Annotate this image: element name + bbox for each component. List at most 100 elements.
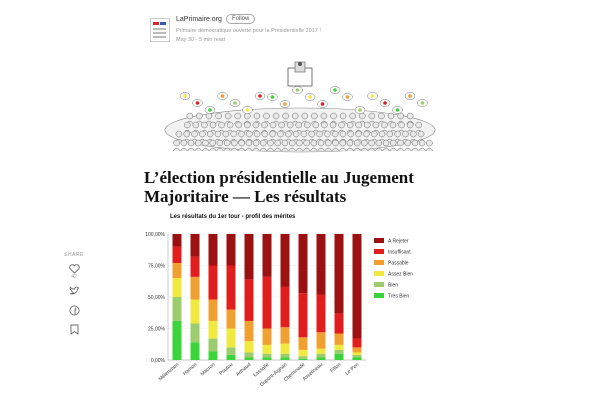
x-tick-label: Le Pen xyxy=(344,362,360,377)
bar-segment xyxy=(244,357,254,360)
bar-segment xyxy=(226,354,236,360)
legend-label: Assez Bien xyxy=(388,272,413,278)
bar-segment xyxy=(208,265,218,300)
bar-segment xyxy=(280,286,290,328)
x-tick-label: Asselineau xyxy=(302,362,325,382)
bar-segment xyxy=(172,234,182,247)
bar-segment xyxy=(352,234,362,339)
bar-segment xyxy=(190,234,200,257)
legend-label: Passable xyxy=(388,261,409,267)
share-label: SHARE xyxy=(64,252,84,258)
x-tick-label: Poutou xyxy=(218,362,234,377)
bookmark-icon[interactable] xyxy=(62,321,86,337)
bar-segment xyxy=(208,234,218,266)
x-tick-label: Mélenchon xyxy=(158,362,181,382)
bar-segment xyxy=(262,234,272,277)
legend-swatch xyxy=(374,282,384,287)
bar-segment xyxy=(262,276,272,329)
bar-segment xyxy=(298,358,308,360)
publication-subtitle: Primaire démocratique ouverte pour la Pr… xyxy=(176,28,321,34)
legend-label: Insuffisant xyxy=(388,250,411,256)
bar-segment xyxy=(172,246,182,263)
facebook-icon[interactable] xyxy=(62,302,86,318)
article-header: LaPrimaire.org Follow Primaire démocrati… xyxy=(150,14,450,50)
bar-segment xyxy=(334,353,344,360)
bar-segment xyxy=(334,344,344,350)
bar-segment xyxy=(352,352,362,355)
bar-segment xyxy=(226,328,236,348)
chart-svg: 0,00% 25,00% 50,00% 75,00% 100,00% Mélenchon H… xyxy=(145,232,413,388)
x-tick-label: Hamon xyxy=(182,362,198,377)
bar-segment xyxy=(244,320,254,342)
clap-count: 42 xyxy=(71,274,77,280)
legend-label: Bien xyxy=(388,283,398,289)
bar-segment xyxy=(280,343,290,354)
bar-segment xyxy=(208,299,218,321)
bar-segment xyxy=(298,349,308,357)
bar-segment xyxy=(226,234,236,266)
chart-title: Les résultats du 1er tour - profil des m… xyxy=(170,214,296,220)
heart-icon[interactable] xyxy=(62,261,86,277)
bar-segment xyxy=(316,348,326,354)
bar-segment xyxy=(244,234,254,280)
legend-label: Très Bien xyxy=(388,294,409,300)
bar-segment xyxy=(190,256,200,277)
bar-segment xyxy=(316,353,326,358)
bar-segment xyxy=(244,279,254,321)
bar-segment xyxy=(352,354,362,358)
bar-segment xyxy=(172,262,182,279)
article-title: L’élection présidentielle au Jugement Ma… xyxy=(144,168,414,206)
bar-segment xyxy=(190,323,200,343)
crowd-illustration xyxy=(150,58,450,158)
legend-swatch xyxy=(374,260,384,265)
bar-segment xyxy=(280,353,290,358)
bar-segment xyxy=(190,299,200,324)
bar-segment xyxy=(334,313,344,334)
twitter-icon[interactable] xyxy=(62,283,86,299)
bar-segment xyxy=(262,357,272,360)
bar-segment xyxy=(226,309,236,329)
bar-segment xyxy=(262,328,272,345)
bar-segment xyxy=(280,327,290,344)
bar-segment xyxy=(298,337,308,350)
bar-segment xyxy=(244,341,254,353)
bar-segment xyxy=(352,347,362,353)
x-tick-label: Fillon xyxy=(329,362,342,374)
bar-segment xyxy=(190,342,200,360)
publication-name[interactable]: LaPrimaire.org xyxy=(176,16,222,23)
bar-segment xyxy=(298,356,308,359)
bar-segment xyxy=(334,333,344,345)
bar-segment xyxy=(226,265,236,310)
bar-segment xyxy=(316,294,326,333)
legend-swatch xyxy=(374,293,384,298)
legend-swatch xyxy=(374,271,384,276)
legend-swatch xyxy=(374,249,384,254)
publication-logo[interactable] xyxy=(150,18,170,42)
bar-segment xyxy=(208,351,218,360)
bar-segment xyxy=(352,338,362,348)
bar-segment xyxy=(298,293,308,338)
y-tick-label: 0,00% xyxy=(151,358,166,364)
bar-segment xyxy=(262,353,272,358)
bar-segment xyxy=(190,276,200,300)
bar-segment xyxy=(280,357,290,360)
legend-swatch xyxy=(374,238,384,243)
y-tick-label: 25,00% xyxy=(148,327,166,333)
x-tick-label: Arthaud xyxy=(235,362,252,378)
bar-segment xyxy=(316,234,326,295)
results-chart: Les résultats du 1er tour - profil des m… xyxy=(140,214,440,400)
bar-segment xyxy=(226,347,236,355)
bar-segment xyxy=(316,332,326,349)
bar-segment xyxy=(262,344,272,354)
share-rail: SHARE 42 xyxy=(62,252,86,337)
y-tick-label: 75,00% xyxy=(148,264,166,270)
bar-segment xyxy=(280,234,290,287)
bar-segment xyxy=(298,234,308,294)
x-tick-label: Macron xyxy=(200,362,217,377)
follow-button[interactable]: Follow xyxy=(226,14,256,24)
article-meta: May 30 · 5 min read xyxy=(176,37,225,43)
bar-segment xyxy=(244,352,254,358)
bar-segment xyxy=(172,297,182,321)
bar-segment xyxy=(316,357,326,360)
bar-segment xyxy=(352,357,362,360)
